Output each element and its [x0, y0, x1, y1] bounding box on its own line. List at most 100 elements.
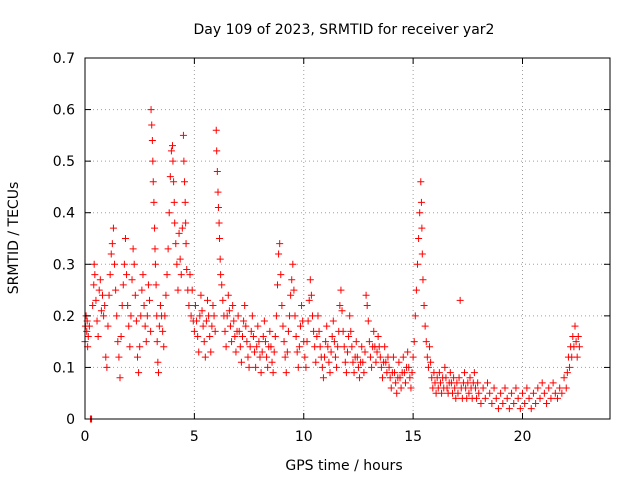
data-point [514, 394, 522, 402]
data-point [331, 353, 339, 361]
data-point [348, 343, 356, 351]
data-point [442, 374, 450, 382]
data-point [346, 312, 354, 320]
data-point [275, 250, 283, 258]
data-point [140, 302, 148, 310]
data-point [523, 384, 531, 392]
data-point [193, 317, 201, 325]
data-point [521, 400, 529, 408]
data-point [174, 286, 182, 294]
data-point [106, 271, 114, 279]
data-point [336, 302, 344, 310]
data-point [399, 353, 407, 361]
data-point [404, 348, 412, 356]
data-point [84, 332, 92, 340]
data-point [400, 369, 408, 377]
data-point [200, 338, 208, 346]
data-point [419, 276, 427, 284]
plot-frame [84, 57, 611, 420]
data-point [167, 147, 175, 155]
data-point [558, 389, 566, 397]
data-point [170, 178, 178, 186]
x-tick-label: 5 [190, 429, 199, 445]
data-point [102, 353, 110, 361]
data-point [417, 198, 425, 206]
data-point [141, 322, 149, 330]
data-point [181, 198, 189, 206]
data-point [223, 312, 231, 320]
data-point [573, 353, 581, 361]
data-point [366, 353, 374, 361]
data-point [135, 369, 143, 377]
data-point [574, 332, 582, 340]
data-point [267, 343, 275, 351]
data-point [318, 363, 326, 371]
data-point [571, 322, 579, 330]
data-point [131, 291, 139, 299]
data-point [123, 271, 131, 279]
data-point [162, 291, 170, 299]
data-point [313, 332, 321, 340]
data-point [562, 384, 570, 392]
data-point [119, 281, 127, 289]
data-point [137, 312, 145, 320]
data-point [361, 348, 369, 356]
data-point [253, 343, 261, 351]
data-point [248, 312, 256, 320]
data-point [465, 389, 473, 397]
data-point [216, 255, 224, 263]
grid-lines [85, 58, 610, 419]
data-point [356, 374, 364, 382]
data-point [349, 358, 357, 366]
x-axis-title: GPS time / hours [285, 458, 402, 474]
data-point [274, 281, 281, 289]
x-tick-label: 10 [295, 429, 313, 445]
data-point [104, 322, 112, 330]
data-point [304, 317, 312, 325]
axis-ticks: 0 0.1 0.2 0.3 0.4 0.5 0.6 0.7 0 5 10 15 20 [53, 51, 610, 445]
data-point [206, 332, 214, 340]
data-point [219, 296, 227, 304]
y-tick-label: 0.3 [53, 257, 75, 273]
data-point [466, 374, 474, 382]
data-point [234, 312, 242, 320]
data-point [241, 302, 249, 310]
data-point [242, 322, 250, 330]
data-point [90, 260, 98, 268]
data-points [81, 106, 583, 423]
data-point [436, 379, 444, 387]
data-point [232, 348, 240, 356]
data-point [251, 348, 259, 356]
data-point [211, 327, 219, 335]
data-point [438, 389, 446, 397]
data-point [124, 302, 132, 310]
data-point [272, 312, 280, 320]
data-point [328, 332, 336, 340]
data-point [101, 302, 109, 310]
data-point [505, 405, 513, 413]
data-point [214, 204, 222, 212]
data-point [497, 389, 505, 397]
data-point [169, 157, 177, 165]
data-point [254, 322, 262, 330]
data-point [144, 281, 152, 289]
y-tick-label: 0.5 [53, 154, 75, 170]
data-point [560, 374, 568, 382]
data-point [395, 358, 403, 366]
data-point [373, 348, 381, 356]
data-point [381, 343, 389, 351]
data-point [217, 271, 225, 279]
data-point [185, 302, 193, 310]
data-point [216, 235, 224, 242]
data-point [417, 178, 425, 186]
data-point [163, 271, 171, 279]
data-point [132, 317, 140, 325]
data-point [421, 322, 429, 330]
data-point [307, 291, 315, 299]
data-point [406, 374, 414, 382]
y-tick-label: 0 [66, 412, 75, 428]
data-point [146, 296, 154, 304]
data-point [266, 327, 274, 335]
data-point [412, 286, 420, 294]
